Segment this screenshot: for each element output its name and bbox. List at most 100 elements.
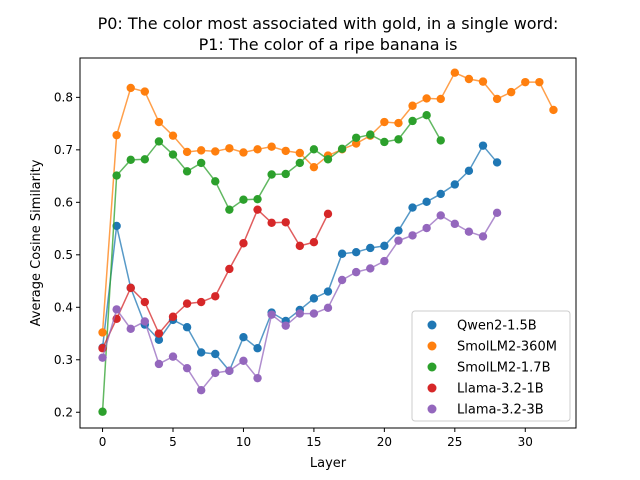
data-point (225, 144, 234, 153)
data-point (394, 118, 403, 128)
series-SmolLM2-360M (98, 68, 558, 337)
legend-label: SmolLM2-1.7B (457, 361, 551, 376)
data-point (154, 359, 164, 369)
data-point (239, 356, 248, 366)
data-point (436, 136, 445, 145)
data-point (225, 205, 234, 214)
data-point (521, 77, 530, 87)
x-tick-label: 0 (99, 435, 107, 449)
data-point (154, 117, 164, 127)
data-point (450, 68, 460, 77)
data-point (380, 117, 389, 127)
y-tick-label: 0.6 (54, 195, 73, 209)
data-point (196, 386, 206, 395)
data-point (450, 219, 460, 229)
data-point (323, 209, 333, 219)
y-tick-label: 0.2 (54, 405, 73, 419)
data-point (380, 137, 389, 147)
legend-item: Llama-3.2-3B (427, 403, 544, 418)
x-tick-label: 30 (518, 435, 533, 449)
data-point (112, 130, 121, 140)
axes-frame (79, 57, 577, 429)
data-point (168, 131, 178, 140)
legend-marker (427, 383, 437, 393)
data-point (535, 77, 544, 87)
data-point (492, 94, 502, 104)
data-point (239, 239, 248, 248)
data-point (408, 231, 417, 240)
data-point (140, 87, 150, 96)
data-point (112, 305, 121, 314)
data-point (126, 155, 135, 165)
data-point (281, 146, 290, 156)
data-point (323, 303, 333, 313)
data-point (492, 158, 502, 167)
data-point (126, 83, 135, 93)
series-Llama-3.2-3B (98, 208, 502, 395)
data-point (436, 94, 445, 104)
data-point (182, 167, 192, 176)
data-point (549, 105, 558, 115)
y-tick-label: 0.5 (54, 248, 73, 262)
data-point (408, 116, 417, 126)
data-point (351, 247, 361, 257)
data-point (394, 226, 403, 235)
data-point (168, 352, 178, 361)
data-point (351, 267, 361, 277)
data-point (450, 180, 460, 189)
data-point (112, 171, 121, 180)
data-point (380, 241, 389, 251)
data-point (253, 344, 262, 353)
data-point (267, 218, 276, 227)
plot-area (98, 68, 558, 416)
legend-item: Qwen2-1.5B (427, 319, 537, 334)
data-point (140, 317, 150, 326)
legend-item: SmolLM2-1.7B (427, 361, 551, 376)
data-point (168, 150, 178, 159)
y-tick-label: 0.4 (54, 300, 73, 314)
data-point (281, 321, 290, 330)
data-point (182, 323, 192, 332)
data-point (98, 328, 107, 337)
data-point (211, 368, 220, 378)
data-point (126, 283, 135, 293)
data-point (351, 133, 361, 142)
legend-marker (427, 320, 437, 330)
data-point (196, 348, 206, 357)
data-point (98, 353, 107, 362)
data-point (351, 139, 361, 148)
data-point (422, 223, 431, 233)
data-point (225, 366, 234, 375)
data-point (253, 205, 262, 214)
data-point (366, 264, 375, 273)
data-point (98, 407, 107, 416)
data-point (168, 312, 178, 321)
data-point (408, 203, 417, 212)
data-point (323, 287, 333, 296)
data-point (196, 297, 206, 307)
data-point (154, 329, 164, 338)
data-point (408, 101, 417, 110)
x-tick-label: 20 (377, 435, 392, 449)
data-point (112, 221, 121, 231)
series-SmolLM2-1.7B (98, 111, 445, 416)
data-point (295, 158, 305, 168)
data-point (478, 141, 488, 150)
data-point (211, 292, 220, 301)
data-point (464, 74, 474, 84)
data-point (464, 166, 474, 176)
data-point (436, 211, 445, 220)
data-point (295, 148, 305, 158)
data-point (239, 333, 248, 342)
data-point (464, 227, 474, 236)
x-tick-label: 25 (447, 435, 462, 449)
legend-label: Llama-3.2-1B (457, 382, 544, 397)
data-point (394, 135, 403, 144)
legend-marker (427, 404, 437, 414)
legend-marker (427, 341, 437, 351)
data-point (436, 189, 445, 199)
legend-label: SmolLM2-360M (457, 340, 557, 355)
y-axis-label: Average Cosine Similarity (29, 159, 44, 326)
x-tick-label: 10 (236, 435, 251, 449)
data-point (323, 155, 333, 164)
